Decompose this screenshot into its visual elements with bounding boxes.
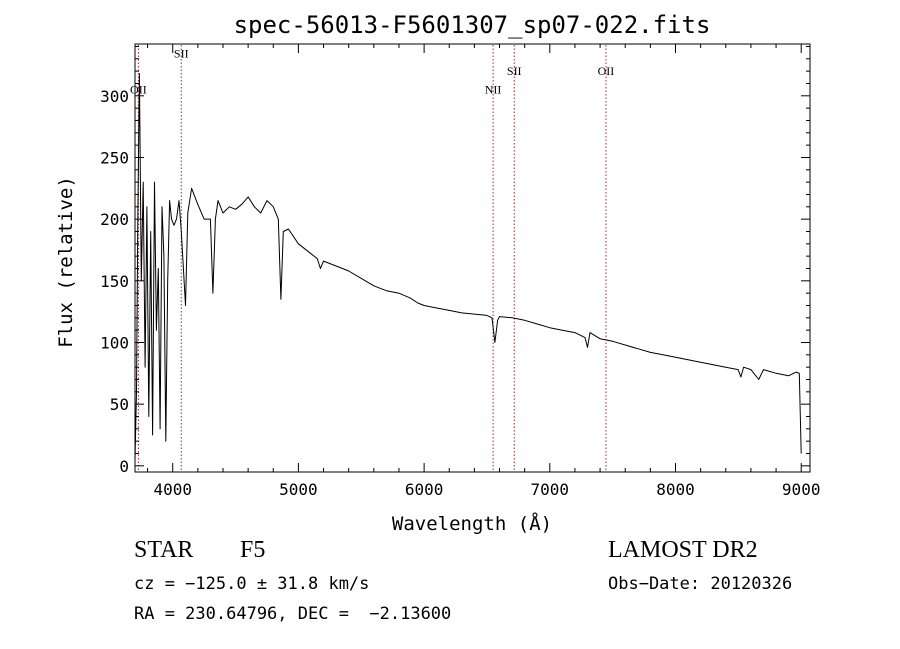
y-tick-label-2: 100 [100,333,129,352]
y-tick-label-5: 250 [100,148,129,167]
object-class: STAR [134,537,194,563]
x-tick-label-5: 9000 [782,480,821,499]
spectrum-line [134,73,802,460]
y-tick-label-4: 200 [100,210,129,229]
x-tick-label-3: 7000 [531,480,570,499]
survey-name: LAMOST DR2 [608,537,758,563]
x-axis-label: Wavelength (Å) [392,512,552,535]
y-tick-label-3: 150 [100,272,129,291]
axes: 4000 5000 6000 7000 8000 9000 0 50 100 150 200 250 3… [100,44,820,499]
emission-line-label-4: OII [598,64,615,78]
plot-frame [134,43,811,473]
chart-title: spec-56013-F5601307_sp07-022.fits [234,11,711,39]
emission-line-label-0: OII [130,82,147,96]
emission-line-label-1: SII [174,47,189,61]
sky-coordinates: RA = 230.64796, DEC = −2.13600 [134,604,452,624]
emission-line-label-2: NII [485,82,502,96]
x-tick-label-0: 4000 [153,480,192,499]
redshift-velocity: cz = −125.0 ± 31.8 km/s [134,574,370,594]
y-tick-label-6: 300 [100,87,129,106]
y-axis-label: Flux (relative) [55,176,77,348]
x-tick-label-1: 5000 [279,480,318,499]
plot-area: OII SII NII SII OII [130,45,802,472]
object-subclass: F5 [240,537,266,563]
y-tick-label-1: 50 [110,395,129,414]
x-tick-label-2: 6000 [405,480,444,499]
x-tick-label-4: 8000 [656,480,695,499]
emission-line-label-3: SII [507,64,522,78]
observation-date: Obs−Date: 20120326 [608,574,793,594]
y-tick-label-0: 0 [119,457,129,476]
